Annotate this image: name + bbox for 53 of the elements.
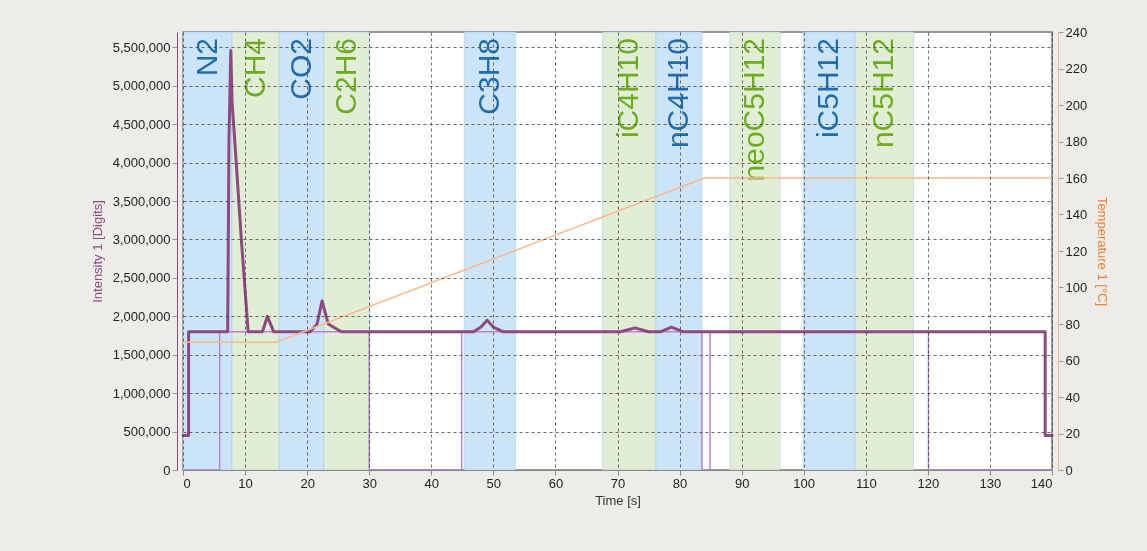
band-label: CO2 xyxy=(283,38,317,100)
y2-tick-label: 120 xyxy=(1065,243,1088,259)
y-tick-label: 3,000,000 xyxy=(112,231,171,247)
band-label: neoC5H12 xyxy=(736,38,770,182)
y2-tick-label: 240 xyxy=(1065,24,1088,40)
x-tick-label: 0 xyxy=(183,475,191,491)
x-tick-label: 120 xyxy=(917,475,940,491)
x-tick-label: 130 xyxy=(979,475,1002,491)
x-tick-label: 50 xyxy=(486,475,502,491)
x-tick-label: 70 xyxy=(610,475,626,491)
x-tick-label: 20 xyxy=(300,475,315,491)
x-tick-label: 110 xyxy=(855,475,877,491)
y2-tick-label: 200 xyxy=(1065,97,1088,113)
y2-tick-label: 140 xyxy=(1065,207,1088,222)
x-tick-label: 10 xyxy=(238,475,253,491)
y-axis-title: Intensity 1 [Digits] xyxy=(89,200,105,303)
y2-tick-label: 80 xyxy=(1065,316,1080,332)
y2-tick-label: 100 xyxy=(1065,280,1088,295)
y2-tick-label: 180 xyxy=(1065,134,1088,149)
y2-tick-label: 0 xyxy=(1065,462,1073,478)
y-tick-label: 5,500,000 xyxy=(112,39,171,55)
y2-tick-label: 20 xyxy=(1065,426,1080,441)
y2-tick-label: 160 xyxy=(1065,170,1088,186)
band-label: N2 xyxy=(189,38,223,77)
y-tick-label: 4,000,000 xyxy=(112,155,171,171)
y2-tick-label: 60 xyxy=(1065,353,1080,368)
y-tick-label: 1,000,000 xyxy=(112,385,171,401)
band-label: C2H6 xyxy=(328,38,362,115)
y-tick-label: 1,500,000 xyxy=(112,347,171,363)
y-tick-label: 2,000,000 xyxy=(112,308,171,324)
y-tick-label: 4,500,000 xyxy=(112,116,171,132)
band-label: iC5H12 xyxy=(811,38,845,139)
band-label: iC4H10 xyxy=(611,38,645,139)
x-tick-label: 30 xyxy=(362,475,377,491)
y-tick-label: 500,000 xyxy=(123,424,171,440)
y-tick-label: 0 xyxy=(163,462,171,478)
y2-tick-label: 40 xyxy=(1065,389,1080,405)
y2-axis-title: Temperature 1 [°C] xyxy=(1095,196,1111,307)
x-tick-label: 80 xyxy=(672,475,688,491)
x-tick-label: 60 xyxy=(548,475,564,491)
x-tick-label: 90 xyxy=(734,475,750,491)
band-label: nC4H10 xyxy=(660,38,694,149)
x-tick-label: 40 xyxy=(424,475,440,491)
x-tick-label: 140 xyxy=(1030,475,1053,491)
x-tick-label: 100 xyxy=(793,475,816,491)
band-label: C3H8 xyxy=(471,38,505,115)
y-tick-label: 2,500,000 xyxy=(112,270,171,286)
y2-tick-label: 220 xyxy=(1065,61,1088,76)
y-tick-label: 3,500,000 xyxy=(112,193,171,209)
y-tick-label: 5,000,000 xyxy=(112,78,171,94)
band-label: CH4 xyxy=(237,38,271,99)
x-axis-title: Time [s] xyxy=(595,492,641,508)
band-label: nC5H12 xyxy=(866,38,900,149)
